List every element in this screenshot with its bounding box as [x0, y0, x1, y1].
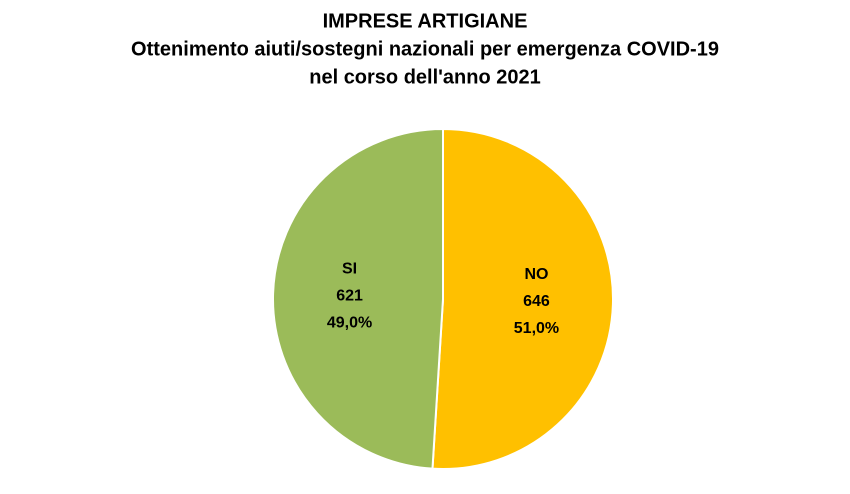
- percent-label: 49,0%: [327, 314, 372, 331]
- pie-slice: [431, 127, 615, 470]
- chart-title: nel corso dell'anno 2021: [309, 66, 541, 88]
- chart-title: IMPRESE ARTIGIANE: [323, 10, 528, 32]
- value-label: 646: [523, 293, 550, 310]
- slice-label: NO: [524, 266, 548, 283]
- slice-label: SI: [342, 260, 357, 277]
- chart-title: Ottenimento aiuti/sostegni nazionali per…: [131, 38, 719, 60]
- percent-label: 51,0%: [514, 320, 559, 337]
- pie-slice: [272, 127, 444, 470]
- value-label: 621: [336, 287, 363, 304]
